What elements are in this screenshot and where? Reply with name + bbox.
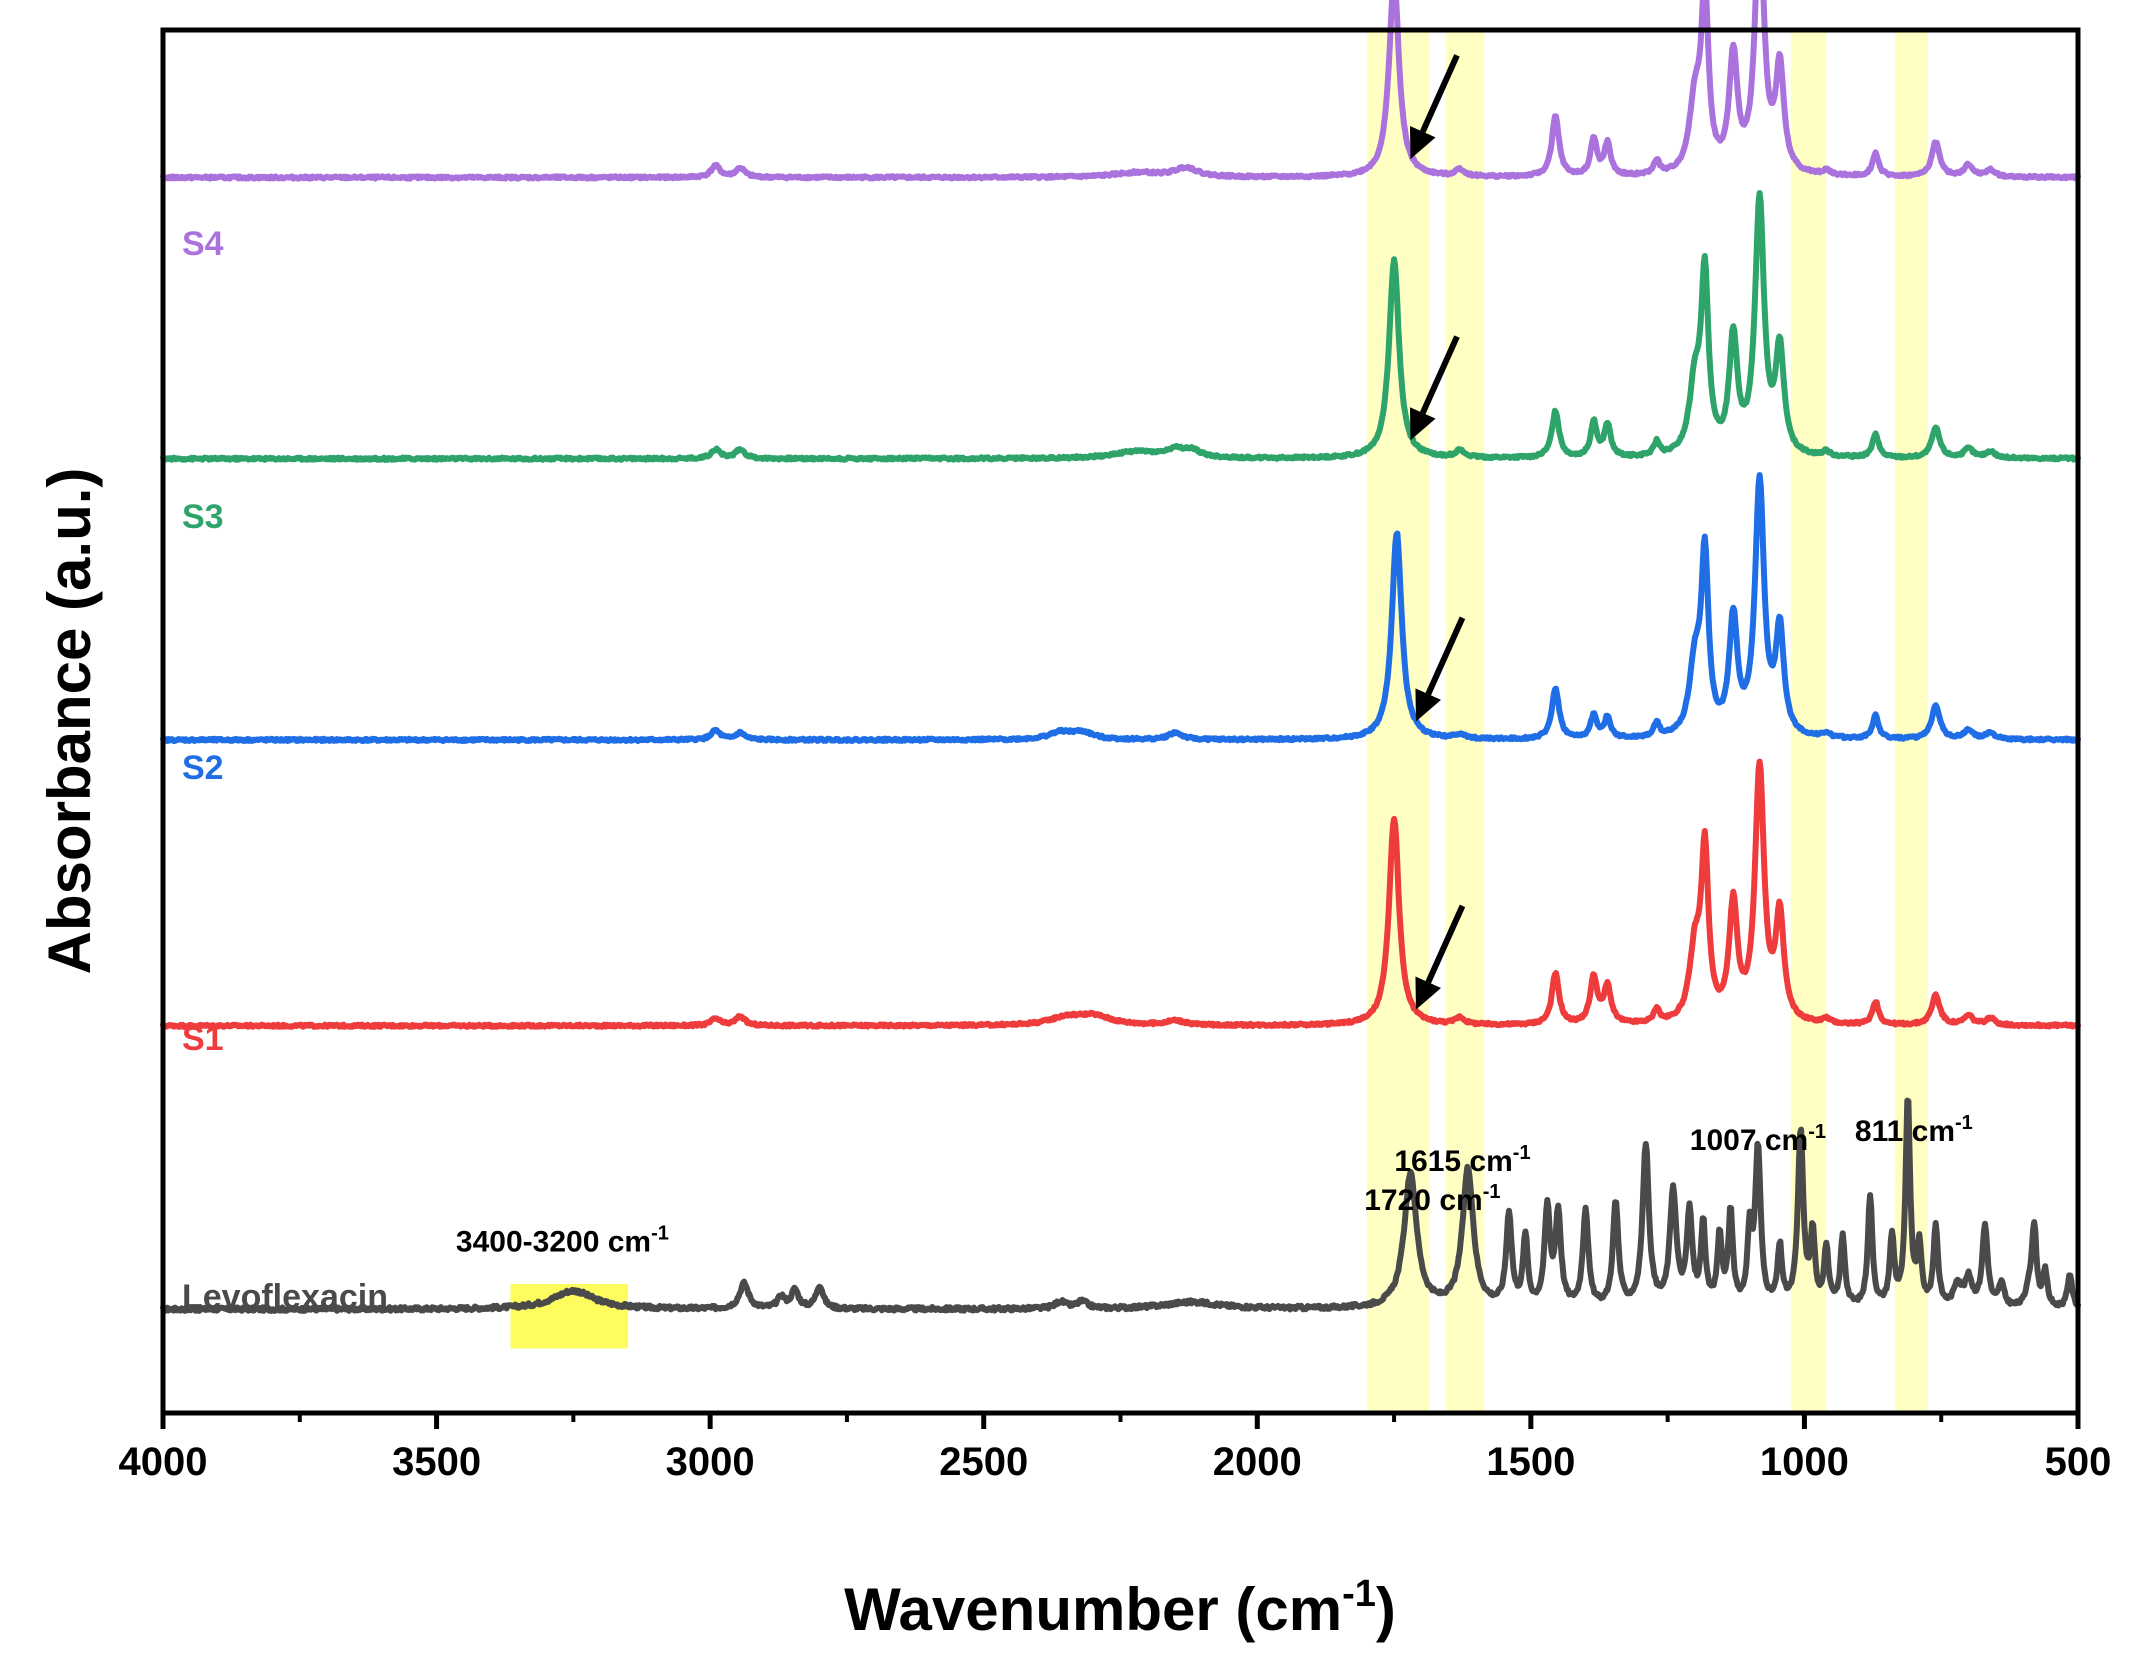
arrow-s2-head <box>1415 688 1442 722</box>
ann-1007-sup: -1 <box>1808 1121 1826 1143</box>
x-axis-title-close: ) <box>1376 1576 1396 1643</box>
x-tick-label-1000: 1000 <box>1760 1440 1849 1484</box>
x-axis-title: Wavenumber (cm-1) <box>844 1573 1396 1643</box>
arrow-s4-head <box>1409 125 1436 160</box>
x-tick-label-3500: 3500 <box>392 1440 481 1484</box>
x-axis-title-sup: -1 <box>1342 1573 1376 1615</box>
x-tick-label-500: 500 <box>2045 1440 2112 1484</box>
ann-1720-text: 1720 cm <box>1364 1184 1482 1217</box>
ann-1615-text: 1615 cm <box>1394 1145 1512 1178</box>
arrow-s3 <box>1409 335 1460 441</box>
x-tick-label-2000: 2000 <box>1213 1440 1302 1484</box>
x-tick-label-1500: 1500 <box>1486 1440 1575 1484</box>
trace-s2 <box>160 472 2081 745</box>
x-tick-label-3000: 3000 <box>666 1440 755 1484</box>
ann-1007-text: 1007 cm <box>1690 1124 1808 1157</box>
x-axis-ticks: 4000 3500 3000 2500 2000 1500 1000 500 <box>119 1413 2112 1484</box>
trace-s3 <box>160 190 2081 463</box>
arrow-s1-head <box>1415 976 1442 1010</box>
arrow-s2 <box>1415 616 1466 722</box>
ann-811-sup: -1 <box>1955 1112 1973 1134</box>
ann-811-text: 811 cm <box>1855 1115 1955 1148</box>
arrow-s4 <box>1409 54 1460 160</box>
x-axis-title-text: Wavenumber (cm <box>844 1576 1342 1643</box>
ann-3400: 3400-3200 cm-1 <box>456 1223 669 1259</box>
x-tick-label-4000: 4000 <box>119 1440 208 1484</box>
arrow-s3-shaft <box>1420 335 1460 415</box>
label-s3: S3 <box>182 498 224 536</box>
ann-1720: 1720 cm-1 <box>1364 1181 1500 1217</box>
trace-s4 <box>160 0 2081 182</box>
x-tick-label-2500: 2500 <box>939 1440 1028 1484</box>
highlight-bands <box>510 30 1928 1413</box>
label-s4: S4 <box>182 225 224 263</box>
trace-levoflexacin <box>160 1097 2081 1314</box>
trace-s1 <box>160 758 2081 1030</box>
series-traces <box>160 0 2081 1314</box>
ann-1720-sup: -1 <box>1483 1181 1501 1203</box>
y-axis-title: Absorbance (a.u.) <box>36 468 103 975</box>
annotation-arrows <box>1409 54 1466 1010</box>
label-levoflexacin: Levoflexacin <box>182 1278 388 1316</box>
ann-1615-sup: -1 <box>1513 1142 1531 1164</box>
label-s1: S1 <box>182 1020 224 1058</box>
label-s2: S2 <box>182 749 224 787</box>
arrow-s2-shaft <box>1425 616 1466 696</box>
ann-3400-text: 3400-3200 cm <box>456 1226 651 1259</box>
arrow-s1 <box>1415 904 1466 1010</box>
arrow-s1-shaft <box>1425 904 1466 984</box>
arrow-s4-shaft <box>1420 54 1460 133</box>
series-labels: S4 S3 S2 S1 Levoflexacin <box>182 225 388 1316</box>
ann-811: 811 cm-1 <box>1855 1112 1973 1148</box>
ann-1615: 1615 cm-1 <box>1394 1142 1530 1178</box>
ann-1007: 1007 cm-1 <box>1690 1121 1826 1157</box>
arrow-s3-head <box>1409 407 1436 441</box>
ann-3400-sup: -1 <box>651 1223 669 1245</box>
